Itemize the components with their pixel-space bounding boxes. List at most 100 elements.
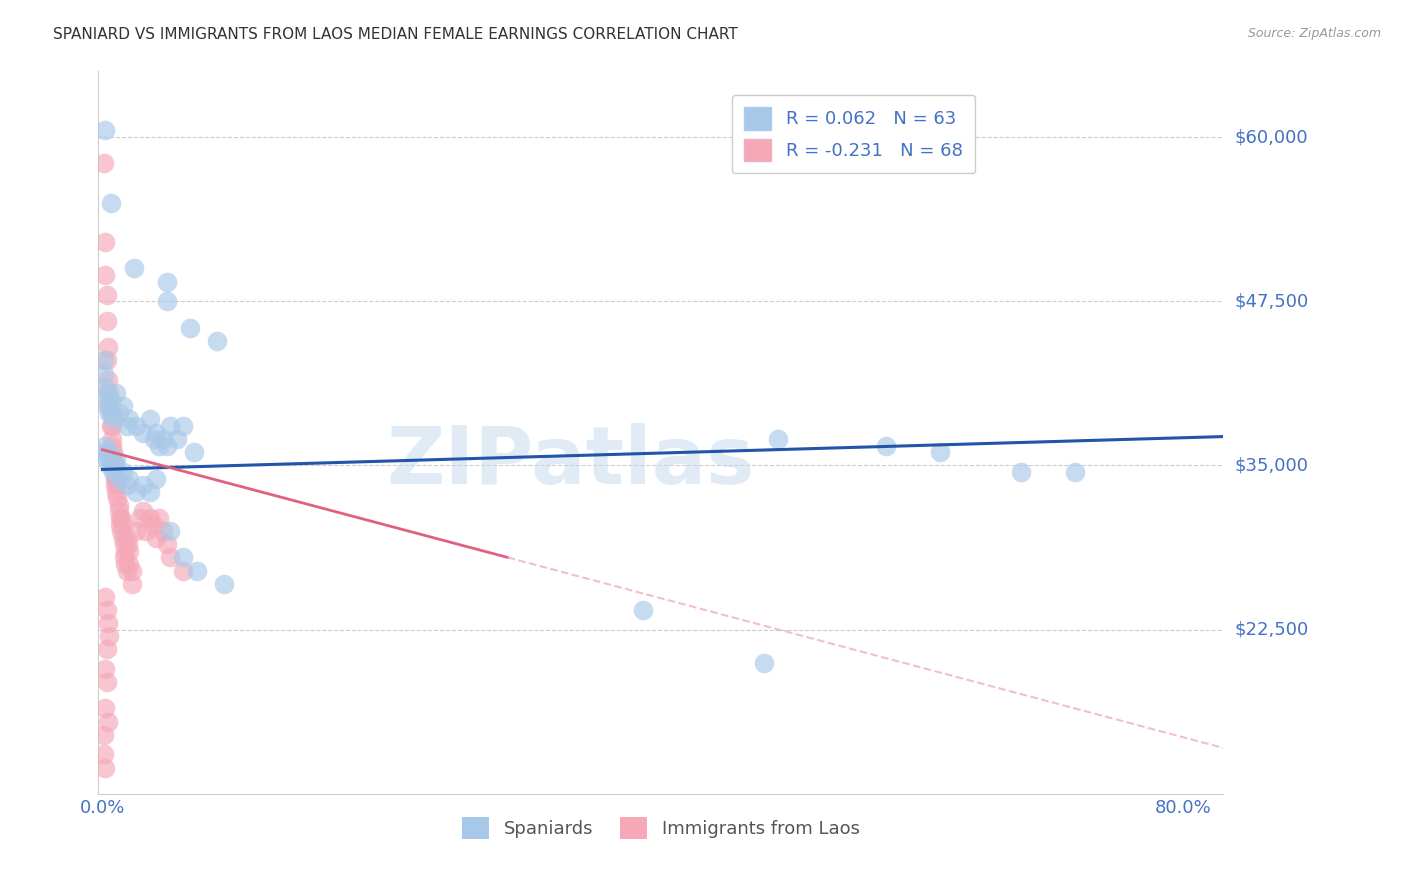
Point	[98, 406, 121, 420]
Point	[1010, 465, 1032, 479]
Point	[138, 412, 160, 426]
Point	[114, 544, 136, 558]
Point	[138, 511, 160, 525]
Point	[93, 445, 115, 459]
Point	[173, 419, 195, 434]
Point	[135, 524, 157, 538]
Point	[94, 123, 117, 137]
Point	[148, 511, 170, 525]
Point	[103, 458, 125, 473]
Point	[96, 603, 118, 617]
Point	[152, 432, 174, 446]
Point	[114, 557, 136, 571]
Point	[111, 531, 134, 545]
Point	[142, 432, 165, 446]
Point	[875, 439, 897, 453]
Point	[96, 353, 118, 368]
Point	[156, 275, 179, 289]
Point	[125, 484, 148, 499]
Point	[94, 268, 117, 282]
Point	[159, 550, 181, 565]
Point	[94, 701, 117, 715]
Point	[94, 761, 117, 775]
Point	[107, 498, 129, 512]
Legend: Spaniards, Immigrants from Laos: Spaniards, Immigrants from Laos	[451, 806, 870, 850]
Point	[152, 524, 174, 538]
Point	[103, 451, 125, 466]
Point	[107, 504, 129, 518]
Point	[96, 400, 118, 414]
Point	[98, 458, 121, 473]
Point	[112, 550, 135, 565]
Point	[112, 537, 135, 551]
Point	[100, 392, 122, 407]
Point	[132, 425, 155, 440]
Point	[97, 340, 120, 354]
Point	[132, 504, 155, 518]
Point	[148, 439, 170, 453]
Point	[103, 445, 125, 459]
Point	[104, 478, 127, 492]
Point	[928, 445, 950, 459]
Point	[118, 472, 141, 486]
Text: ZIPatlas: ZIPatlas	[387, 423, 755, 500]
Point	[96, 386, 118, 401]
Point	[93, 353, 115, 368]
Point	[145, 472, 167, 486]
Point	[142, 517, 165, 532]
Text: Source: ZipAtlas.com: Source: ZipAtlas.com	[1247, 27, 1381, 40]
Point	[122, 261, 145, 276]
Point	[156, 537, 179, 551]
Point	[101, 432, 124, 446]
Point	[96, 287, 118, 301]
Point	[103, 465, 125, 479]
Point	[173, 564, 195, 578]
Point	[156, 439, 179, 453]
Text: $22,500: $22,500	[1234, 621, 1309, 639]
Point	[97, 714, 120, 729]
Point	[97, 373, 120, 387]
Point	[117, 537, 139, 551]
Point	[110, 511, 132, 525]
Point	[212, 576, 235, 591]
Point	[98, 629, 121, 643]
Point	[110, 524, 132, 538]
Point	[111, 517, 134, 532]
Point	[115, 419, 138, 434]
Point	[118, 557, 141, 571]
Point	[156, 294, 179, 309]
Point	[96, 314, 118, 328]
Point	[104, 458, 127, 473]
Point	[183, 445, 205, 459]
Point	[107, 472, 129, 486]
Point	[631, 603, 654, 617]
Point	[752, 656, 775, 670]
Point	[104, 472, 127, 486]
Point	[766, 432, 789, 446]
Point	[100, 419, 122, 434]
Point	[101, 419, 124, 434]
Point	[105, 491, 128, 506]
Point	[125, 524, 148, 538]
Text: $35,000: $35,000	[1234, 457, 1309, 475]
Point	[145, 531, 167, 545]
Point	[138, 484, 160, 499]
Point	[101, 458, 124, 473]
Point	[93, 156, 115, 170]
Point	[1063, 465, 1085, 479]
Point	[111, 400, 134, 414]
Text: $60,000: $60,000	[1234, 128, 1308, 146]
Point	[97, 616, 120, 631]
Point	[115, 478, 138, 492]
Point	[166, 432, 188, 446]
Point	[94, 235, 117, 249]
Text: $47,500: $47,500	[1234, 293, 1309, 310]
Point	[104, 472, 127, 486]
Point	[104, 458, 127, 473]
Point	[118, 412, 141, 426]
Text: SPANIARD VS IMMIGRANTS FROM LAOS MEDIAN FEMALE EARNINGS CORRELATION CHART: SPANIARD VS IMMIGRANTS FROM LAOS MEDIAN …	[53, 27, 738, 42]
Point	[96, 675, 118, 690]
Point	[97, 392, 120, 407]
Point	[93, 747, 115, 762]
Point	[100, 451, 122, 466]
